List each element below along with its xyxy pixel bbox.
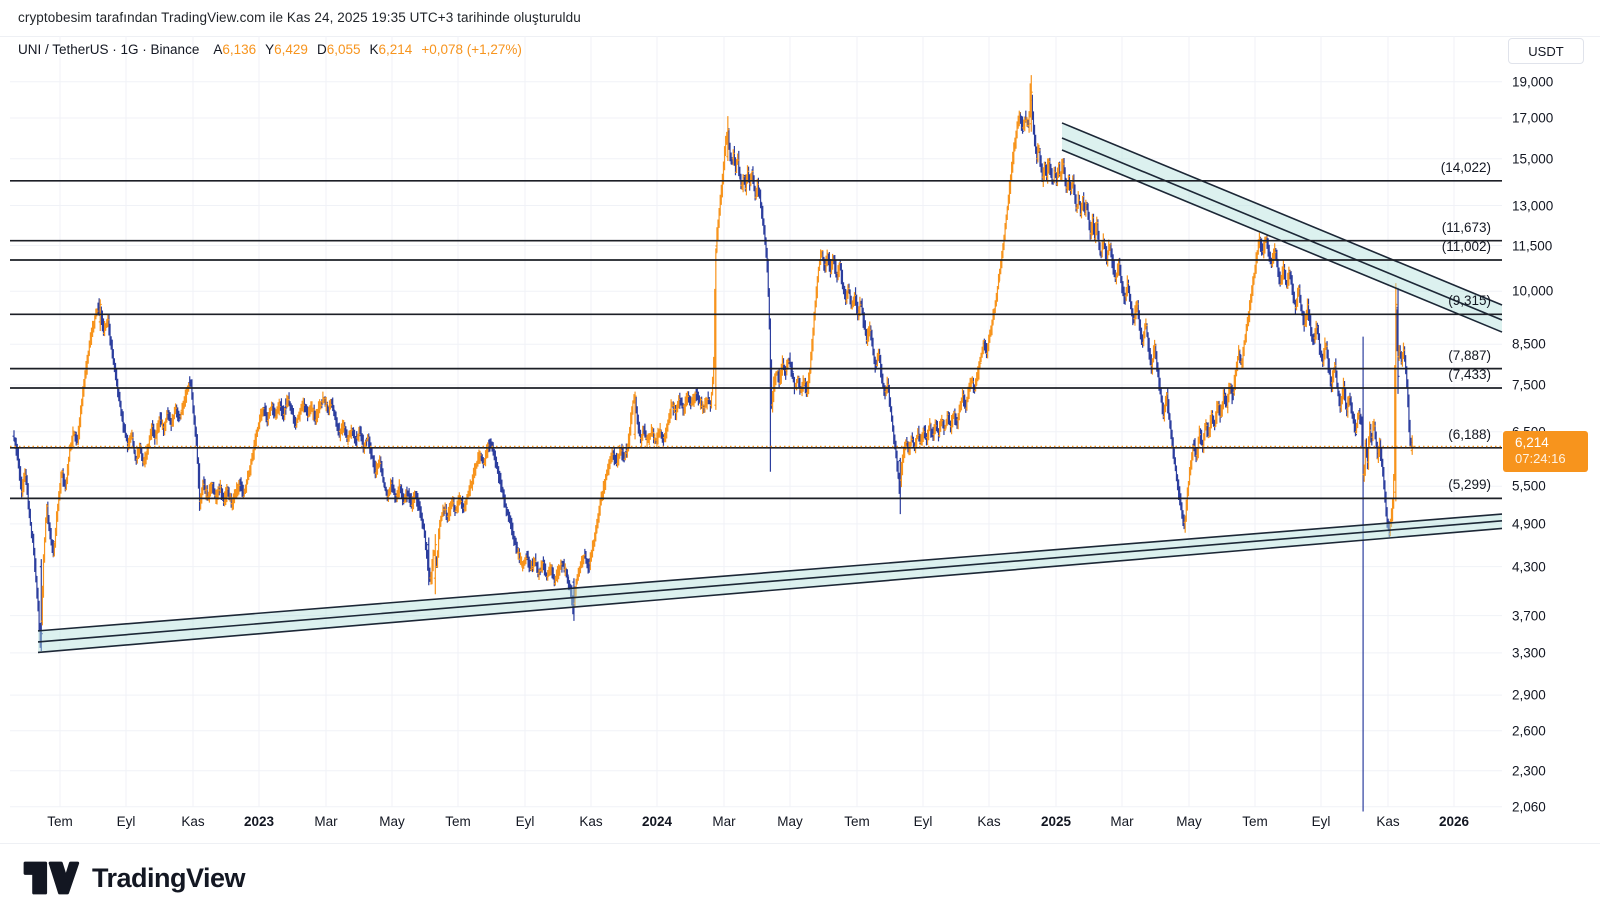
price-tick-7,500: 7,500 bbox=[1512, 377, 1546, 393]
legend-low: D6,055 bbox=[317, 42, 361, 57]
time-tick-2026: 2026 bbox=[1438, 814, 1470, 829]
level-label-7433: (7,433) bbox=[1448, 366, 1491, 382]
level-label-7887: (7,887) bbox=[1448, 347, 1491, 363]
legend-close: K6,214 bbox=[370, 42, 413, 57]
price-tick-11,500: 11,500 bbox=[1512, 238, 1553, 254]
time-tick-2024: 2024 bbox=[641, 814, 673, 829]
time-tick-Tem: Tem bbox=[844, 814, 870, 829]
price-tick-4,900: 4,900 bbox=[1512, 516, 1546, 532]
tradingview-logo-icon bbox=[23, 861, 80, 895]
low-value: 6,055 bbox=[326, 42, 361, 57]
time-tick-Eyl: Eyl bbox=[515, 814, 535, 829]
price-tick-10,000: 10,000 bbox=[1512, 283, 1554, 299]
time-tick-Kas: Kas bbox=[1376, 814, 1400, 829]
time-tick-Mar: Mar bbox=[314, 814, 338, 829]
time-tick-May: May bbox=[1176, 814, 1202, 829]
legend-open: A6,136 bbox=[213, 42, 256, 57]
price-tick-4,300: 4,300 bbox=[1512, 559, 1546, 575]
level-label-11002: (11,002) bbox=[1441, 238, 1491, 254]
price-tick-5,500: 5,500 bbox=[1512, 478, 1546, 494]
price-tick-17,000: 17,000 bbox=[1512, 110, 1554, 126]
price-tick-3,700: 3,700 bbox=[1512, 608, 1546, 624]
time-tick-Eyl: Eyl bbox=[116, 814, 136, 829]
symbol-title[interactable]: UNI / TetherUS · 1G · Binance bbox=[18, 42, 200, 57]
time-tick-Kas: Kas bbox=[977, 814, 1001, 829]
close-key: K bbox=[369, 42, 379, 57]
current-price-value: 6,214 bbox=[1515, 435, 1549, 450]
time-tick-May: May bbox=[777, 814, 803, 829]
price-tick-2,300: 2,300 bbox=[1512, 763, 1546, 779]
descending-resistance-channel-mid-line bbox=[1061, 137, 1503, 321]
time-tick-Kas: Kas bbox=[579, 814, 603, 829]
time-tick-Mar: Mar bbox=[1110, 814, 1134, 829]
level-label-11673: (11,673) bbox=[1441, 219, 1491, 235]
price-tick-2,900: 2,900 bbox=[1512, 687, 1546, 703]
grid-lines bbox=[10, 36, 1502, 808]
close-value: 6,214 bbox=[378, 42, 413, 57]
high-value: 6,429 bbox=[274, 42, 308, 57]
ascending-support-channel-bottom-line bbox=[37, 527, 1503, 654]
time-tick-2023: 2023 bbox=[243, 814, 275, 829]
bar-countdown: 07:24:16 bbox=[1515, 451, 1566, 466]
time-tick-Eyl: Eyl bbox=[1311, 814, 1331, 829]
high-key: Y bbox=[265, 42, 275, 57]
time-tick-Tem: Tem bbox=[445, 814, 471, 829]
ascending-support-channel-mid-line bbox=[37, 520, 1503, 643]
attribution-text: cryptobesim tarafından TradingView.com i… bbox=[18, 10, 581, 25]
descending-resistance-channel-top-line bbox=[1061, 122, 1503, 306]
time-tick-Tem: Tem bbox=[47, 814, 73, 829]
price-tick-15,000: 15,000 bbox=[1512, 151, 1554, 167]
time-tick-Eyl: Eyl bbox=[913, 814, 933, 829]
footer-divider bbox=[0, 843, 1600, 844]
chart-legend: UNI / TetherUS · 1G · Binance A6,136 Y6,… bbox=[18, 42, 522, 57]
price-tick-13,000: 13,000 bbox=[1512, 198, 1554, 214]
header-divider bbox=[0, 36, 1600, 37]
ascending-support-channel-top-line bbox=[37, 513, 1503, 632]
legend-change: +0,078 (+1,27%) bbox=[421, 42, 522, 57]
current-price-badge: 6,214 07:24:16 bbox=[1503, 431, 1588, 472]
price-tick-2,060: 2,060 bbox=[1512, 799, 1546, 815]
time-tick-Kas: Kas bbox=[181, 814, 205, 829]
price-tick-8,500: 8,500 bbox=[1512, 336, 1546, 352]
price-tick-2,600: 2,600 bbox=[1512, 723, 1546, 739]
price-tick-19,000: 19,000 bbox=[1512, 74, 1554, 90]
time-tick-May: May bbox=[379, 814, 405, 829]
level-label-5299: (5,299) bbox=[1448, 477, 1491, 493]
open-value: 6,136 bbox=[222, 42, 257, 57]
price-tick-3,300: 3,300 bbox=[1512, 645, 1546, 661]
brand-wordmark: TradingView bbox=[92, 862, 246, 893]
open-key: A bbox=[213, 42, 223, 57]
low-key: D bbox=[316, 42, 327, 57]
level-label-6188: (6,188) bbox=[1448, 426, 1491, 442]
time-tick-Tem: Tem bbox=[1242, 814, 1268, 829]
legend-high: Y6,429 bbox=[265, 42, 308, 57]
price-axis-unit-button[interactable]: USDT bbox=[1508, 38, 1584, 64]
tradingview-logo[interactable]: TradingView bbox=[20, 860, 246, 896]
time-tick-2025: 2025 bbox=[1040, 814, 1072, 829]
descending-resistance-channel-fill bbox=[1062, 122, 1502, 333]
time-tick-Mar: Mar bbox=[712, 814, 736, 829]
level-label-9315: (9,315) bbox=[1448, 293, 1491, 309]
ascending-support-channel-fill bbox=[38, 514, 1502, 653]
level-label-14022: (14,022) bbox=[1440, 159, 1491, 175]
